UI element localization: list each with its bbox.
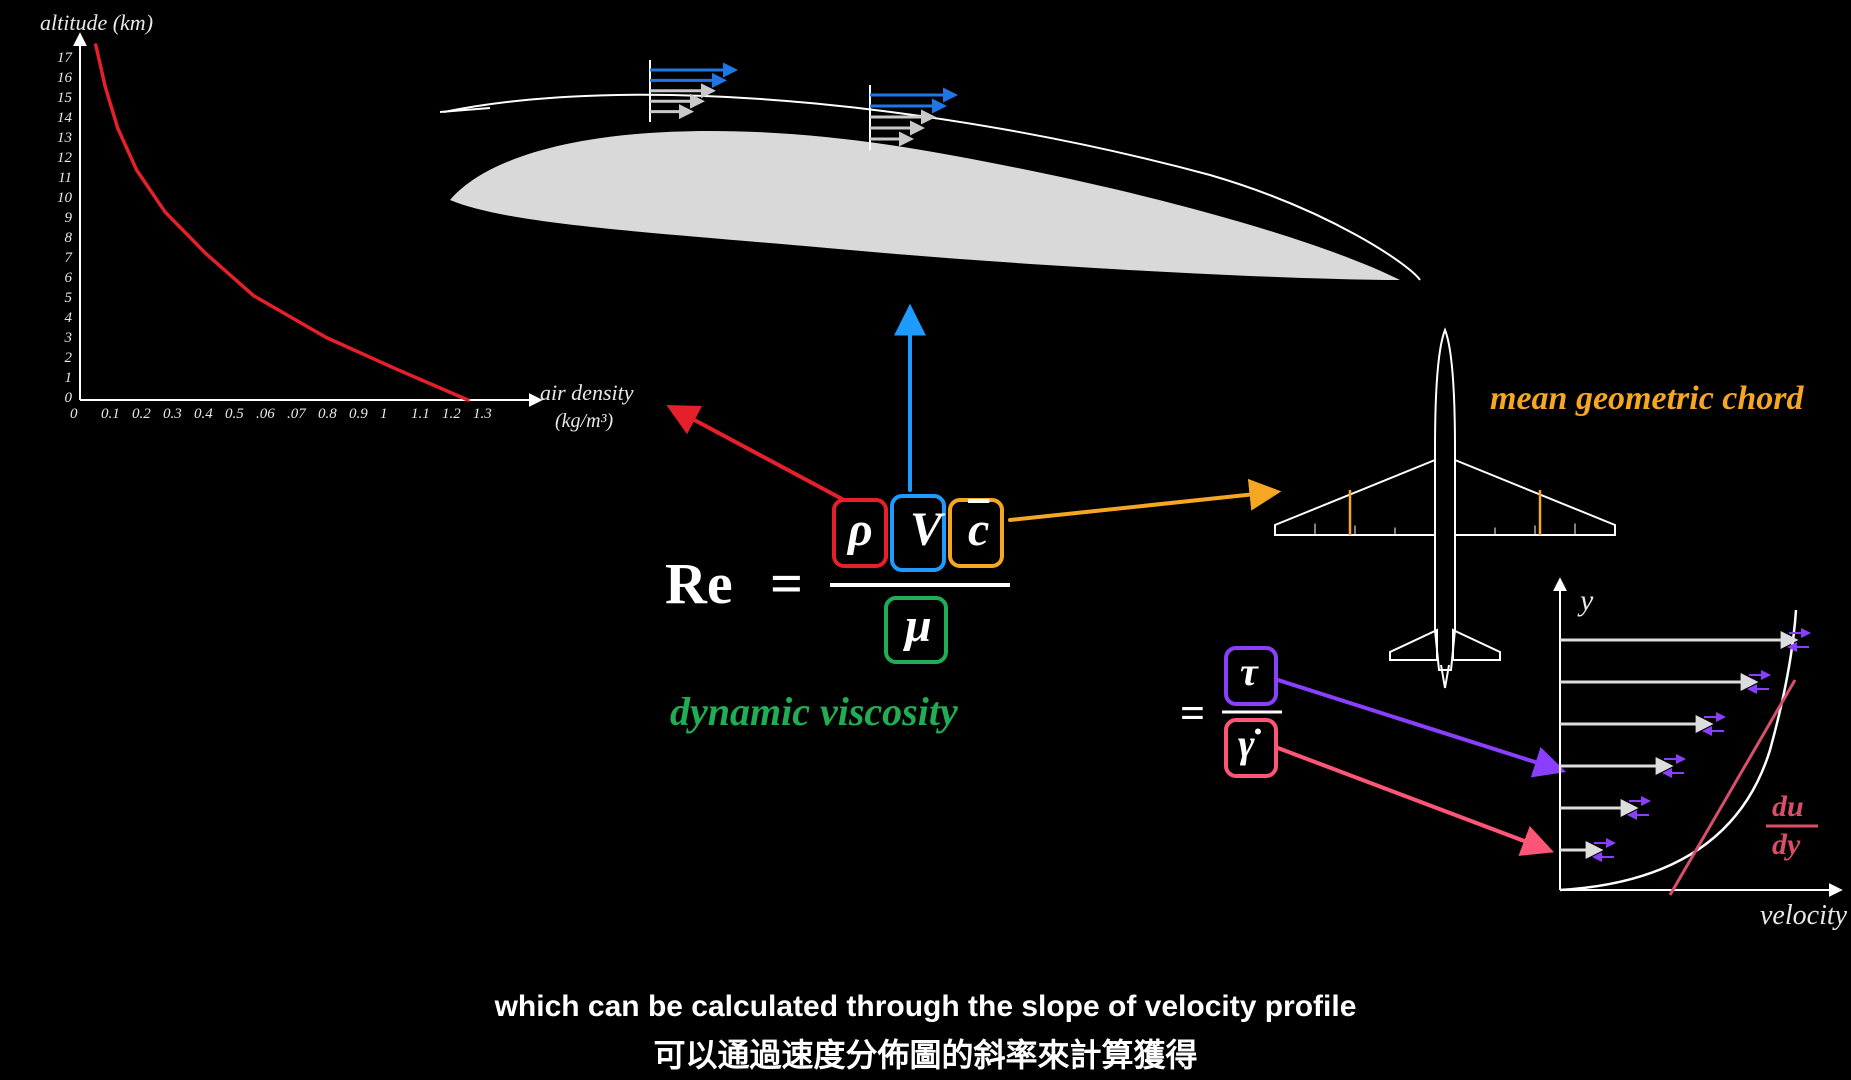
reynolds-mu: μ [905, 598, 932, 653]
connector-arrows [672, 310, 1560, 850]
altitude-xtick: 0.1 [101, 406, 120, 423]
velprof-xlabel: velocity [1760, 900, 1847, 932]
altitude-ytick: 17 [42, 50, 72, 67]
velprof-dy: dy [1772, 828, 1800, 862]
altitude-ytick: 8 [42, 230, 72, 247]
altitude-ytick: 15 [42, 90, 72, 107]
reynolds-V: V [910, 502, 942, 557]
altitude-ytick: 3 [42, 330, 72, 347]
altitude-xlabel: air density [540, 380, 634, 406]
altitude-ytick: 13 [42, 130, 72, 147]
altitude-xtick: 0.2 [132, 406, 151, 423]
reynolds-Re: Re [665, 550, 733, 617]
dynamic-viscosity-gamma: γ̇ [1238, 720, 1255, 767]
altitude-ytick: 11 [42, 170, 72, 187]
dynamic-viscosity-label: dynamic viscosity [670, 688, 958, 735]
altitude-ytick: 7 [42, 250, 72, 267]
caption-zh: 可以通過速度分佈圖的斜率來計算獲得 [0, 1030, 1851, 1076]
altitude-xtick: 0.3 [163, 406, 182, 423]
altitude-xtick: 0.5 [225, 406, 244, 423]
dynamic-viscosity-equals: = [1180, 688, 1205, 739]
altitude-density-chart [80, 35, 540, 400]
altitude-ylabel: altitude (km) [40, 10, 153, 36]
altitude-xtick: .06 [256, 406, 275, 423]
velprof-du: du [1772, 790, 1804, 824]
altitude-xtick: 1.2 [442, 406, 461, 423]
altitude-xtick: 0 [70, 406, 78, 423]
altitude-xunits: (kg/m³) [555, 410, 613, 433]
altitude-ytick: 6 [42, 270, 72, 287]
altitude-xtick: 1 [380, 406, 388, 423]
altitude-ytick: 16 [42, 70, 72, 87]
dynamic-viscosity-tau: τ [1240, 648, 1258, 695]
altitude-ytick: 12 [42, 150, 72, 167]
altitude-ytick: 5 [42, 290, 72, 307]
altitude-ytick: 0 [42, 390, 72, 407]
altitude-xtick: 0.9 [349, 406, 368, 423]
altitude-ytick: 1 [42, 370, 72, 387]
altitude-xtick: 1.1 [411, 406, 430, 423]
altitude-ytick: 14 [42, 110, 72, 127]
altitude-ytick: 9 [42, 210, 72, 227]
altitude-xtick: 0.8 [318, 406, 337, 423]
altitude-ytick: 4 [42, 310, 72, 327]
reynolds-rho: ρ [848, 502, 873, 557]
velprof-ylabel: y [1580, 584, 1593, 618]
altitude-ytick: 10 [42, 190, 72, 207]
altitude-xtick: 0.4 [194, 406, 213, 423]
altitude-xtick: 1.3 [473, 406, 492, 423]
reynolds-cbar: c [968, 502, 989, 557]
reynolds-equals: = [770, 550, 803, 617]
airfoil-diagram [440, 60, 1420, 280]
mean-geometric-chord-label: mean geometric chord [1490, 380, 1804, 418]
altitude-ytick: 2 [42, 350, 72, 367]
altitude-xtick: .07 [287, 406, 306, 423]
caption-en: which can be calculated through the slop… [0, 990, 1851, 1024]
